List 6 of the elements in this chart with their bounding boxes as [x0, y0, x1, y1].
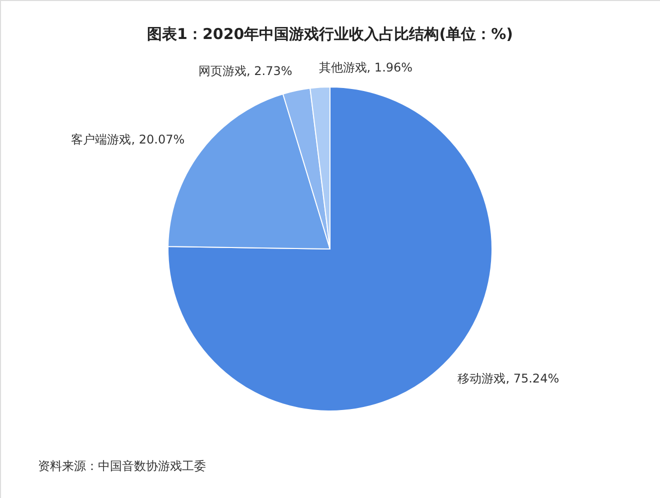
- slice-label: 其他游戏, 1.96%: [318, 60, 413, 74]
- slice-label: 移动游戏, 75.24%: [458, 372, 560, 386]
- text: 资料来源：中国音数协游戏工委: [38, 459, 206, 473]
- slice-label: 网页游戏, 2.73%: [198, 64, 292, 78]
- slice-label: 客户端游戏, 20.07%: [71, 132, 185, 146]
- chart-title: 图表1：2020年中国游戏行业收入占比结构(单位：%): [147, 25, 513, 43]
